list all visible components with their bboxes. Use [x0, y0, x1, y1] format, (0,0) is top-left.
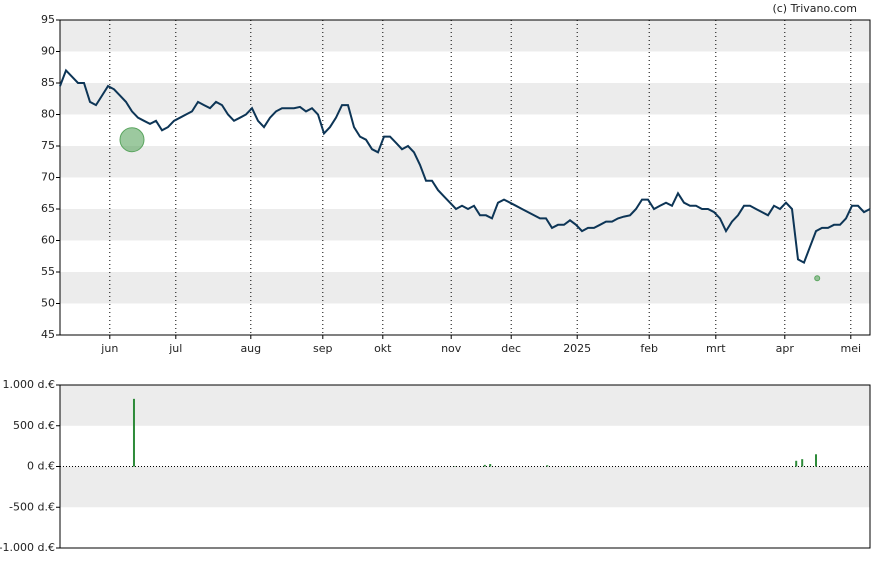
- band: [60, 83, 870, 115]
- y-tick-label: 50: [41, 297, 55, 310]
- band: [60, 466, 870, 508]
- y-tick-label: 1.000 d.€: [3, 378, 55, 391]
- y-tick-label: 65: [41, 202, 55, 215]
- volume-bar: [795, 460, 798, 467]
- y-tick-label: 55: [41, 265, 55, 278]
- price-line: [59, 68, 871, 265]
- band: [60, 385, 870, 426]
- volume-bar: [546, 465, 549, 467]
- band: [60, 146, 870, 178]
- x-tick-label: mei: [841, 342, 862, 355]
- volume-bar: [489, 464, 492, 467]
- y-tick-label: 60: [41, 234, 55, 247]
- y-tick-label: 0 d.€: [27, 460, 55, 473]
- plot-frame: [59, 19, 871, 336]
- x-tick-label: mrt: [706, 342, 726, 355]
- source: (c) Trivano.com: [772, 2, 857, 15]
- y-tick-label: 70: [41, 171, 55, 184]
- band: [60, 272, 870, 304]
- x-tick-label: okt: [374, 342, 392, 355]
- y-tick-label: 45: [41, 328, 55, 341]
- x-tick-label: jun: [100, 342, 118, 355]
- x-tick-label: sep: [313, 342, 332, 355]
- y-tick-label: 85: [41, 76, 55, 89]
- volume-bar: [801, 459, 804, 467]
- y-tick-label: 95: [41, 13, 55, 26]
- x-tick-label: jul: [168, 342, 182, 355]
- x-tick-label: nov: [441, 342, 462, 355]
- y-tick-label: 500 d.€: [13, 419, 55, 432]
- event-marker: [814, 275, 821, 282]
- x-tick-label: 2025: [563, 342, 591, 355]
- y-tick-label: 80: [41, 108, 55, 121]
- band: [60, 20, 870, 52]
- y-tick-label: 90: [41, 45, 55, 58]
- volume-bar: [815, 454, 817, 467]
- y-tick-label: -1.000 d.€: [0, 541, 55, 554]
- x-tick-label: apr: [776, 342, 795, 355]
- x-tick-label: dec: [501, 342, 521, 355]
- event-marker: [119, 127, 145, 153]
- y-tick-label: 75: [41, 139, 55, 152]
- band: [60, 209, 870, 241]
- x-tick-label: feb: [640, 342, 658, 355]
- volume-bar: [132, 398, 135, 467]
- y-tick-label: -500 d.€: [9, 500, 55, 513]
- volume-bar: [483, 464, 486, 467]
- x-tick-label: aug: [240, 342, 261, 355]
